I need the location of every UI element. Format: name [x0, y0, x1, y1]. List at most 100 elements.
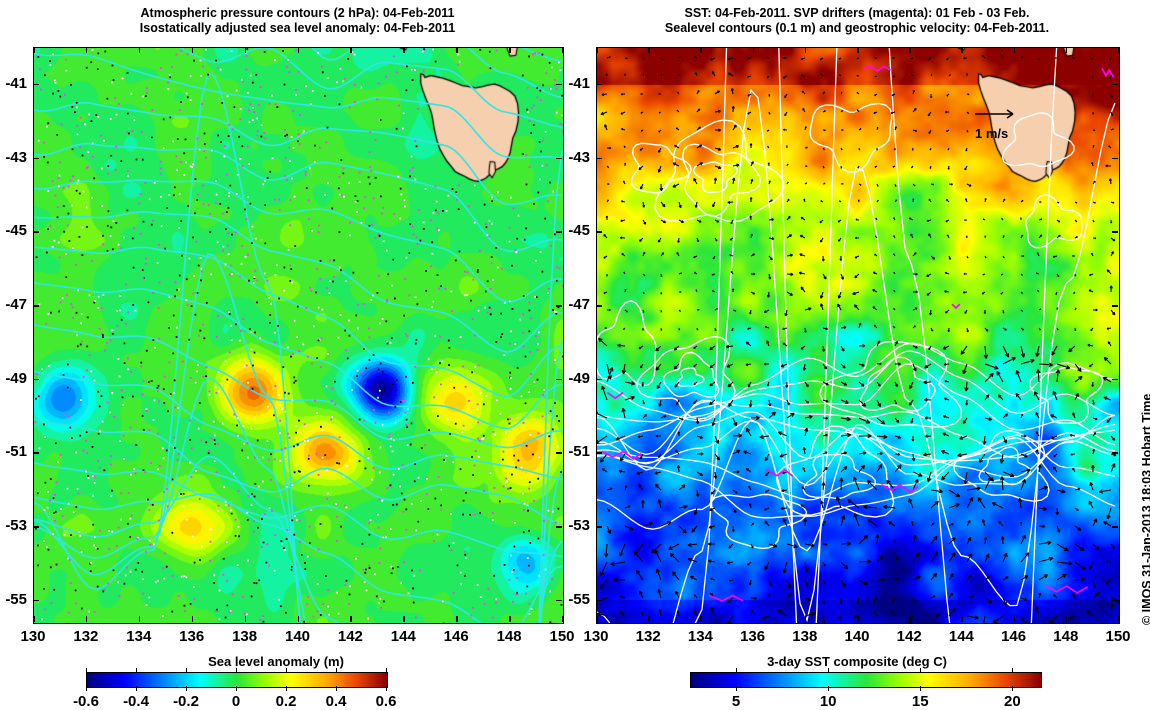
altimeter-track-point — [163, 375, 166, 378]
velocity-arrow — [675, 127, 680, 131]
altimeter-track-point — [441, 360, 444, 363]
velocity-arrow — [1092, 144, 1095, 149]
velocity-arrow — [768, 593, 771, 599]
altimeter-track-point — [46, 161, 49, 164]
altimeter-track-point — [264, 204, 266, 206]
altimeter-track-point — [473, 184, 476, 187]
altimeter-track-point — [66, 386, 69, 389]
altimeter-track-point — [324, 194, 326, 196]
altimeter-track-point — [216, 608, 218, 611]
velocity-arrow — [660, 291, 663, 295]
altimeter-track-point — [435, 200, 438, 203]
velocity-arrow — [599, 453, 608, 463]
velocity-arrow — [606, 367, 614, 383]
altimeter-track-point — [287, 392, 290, 395]
altimeter-track-point — [526, 504, 529, 507]
velocity-arrow — [1038, 234, 1043, 239]
altimeter-track-point — [90, 259, 93, 262]
velocity-arrow — [1002, 235, 1005, 239]
velocity-arrow — [654, 471, 662, 475]
altimeter-track-point — [153, 543, 155, 546]
altimeter-track-point — [66, 294, 68, 296]
velocity-arrow — [858, 322, 862, 329]
axis-tick — [297, 47, 299, 53]
velocity-arrow — [1092, 129, 1096, 132]
altimeter-track-point — [169, 393, 172, 395]
altimeter-track-point — [248, 279, 250, 282]
altimeter-track-point — [434, 185, 437, 188]
velocity-arrow — [960, 345, 968, 355]
velocity-arrow — [640, 93, 644, 96]
altimeter-track-point — [415, 236, 418, 239]
altimeter-track-point — [268, 297, 271, 299]
velocity-arrow — [874, 253, 878, 257]
altimeter-track-point — [399, 485, 401, 488]
altimeter-track-point — [353, 101, 356, 104]
altimeter-track-point — [317, 473, 320, 476]
altimeter-track-point — [158, 281, 161, 284]
velocity-arrow — [732, 124, 737, 131]
velocity-arrow — [673, 363, 680, 370]
altimeter-track-point — [334, 380, 336, 383]
altimeter-track-point — [106, 224, 109, 227]
velocity-arrow — [1002, 552, 1008, 563]
velocity-arrow — [714, 435, 720, 444]
velocity-arrow — [822, 110, 826, 113]
altimeter-track-point — [258, 579, 261, 582]
altimeter-track-point — [285, 538, 288, 540]
altimeter-track-point — [198, 402, 201, 404]
altimeter-track-point — [338, 193, 341, 196]
velocity-arrow — [892, 165, 896, 168]
velocity-arrow — [606, 507, 611, 512]
altimeter-track-point — [110, 463, 112, 466]
velocity-arrow — [676, 251, 680, 257]
altimeter-track-point — [551, 578, 553, 581]
altimeter-track-point — [173, 379, 176, 382]
altimeter-track-point — [542, 394, 544, 396]
altimeter-track-point — [550, 66, 553, 69]
altimeter-track-point — [158, 465, 161, 468]
sst-composite-map[interactable]: 1 m/s — [596, 47, 1120, 624]
sealevel-contour — [654, 119, 785, 223]
altimeter-track-point — [133, 119, 136, 121]
velocity-arrow — [696, 126, 702, 131]
altimeter-track-point — [284, 175, 286, 177]
velocity-arrow — [940, 450, 950, 455]
axis-tick — [857, 47, 859, 53]
altimeter-track-point — [338, 266, 341, 269]
altimeter-track-point — [554, 402, 556, 404]
altimeter-track-point — [71, 106, 74, 108]
altimeter-track-point — [393, 438, 395, 441]
altimeter-track-point — [409, 169, 411, 172]
altimeter-track-point — [263, 51, 266, 53]
altimeter-track-point — [221, 422, 224, 425]
altimeter-track-point — [516, 591, 518, 594]
velocity-arrow — [696, 162, 704, 167]
sea-level-anomaly-map[interactable] — [33, 47, 564, 624]
velocity-arrow — [858, 534, 869, 545]
altimeter-track-point — [449, 433, 451, 435]
velocity-arrow — [658, 608, 662, 617]
velocity-arrow — [711, 273, 716, 276]
velocity-arrow — [1098, 489, 1112, 494]
velocity-arrow — [731, 327, 734, 332]
altimeter-track-point — [319, 614, 322, 616]
altimeter-track-point — [71, 437, 73, 439]
altimeter-track-point — [228, 274, 231, 276]
altimeter-track-point — [106, 342, 108, 344]
altimeter-track-point — [523, 502, 526, 505]
altimeter-track-point — [436, 274, 439, 276]
altimeter-track-point — [479, 392, 482, 395]
altimeter-track-point — [330, 418, 333, 421]
velocity-arrow — [926, 273, 932, 278]
altimeter-track-point — [325, 141, 328, 144]
altimeter-track-point — [141, 414, 144, 417]
velocity-arrow — [712, 201, 716, 208]
velocity-arrow — [673, 345, 680, 351]
altimeter-track-point — [156, 262, 159, 264]
altimeter-track-point — [126, 131, 129, 134]
velocity-arrow — [802, 363, 807, 371]
altimeter-track-point — [81, 226, 84, 229]
velocity-arrow — [894, 435, 902, 439]
velocity-arrow — [696, 308, 700, 311]
